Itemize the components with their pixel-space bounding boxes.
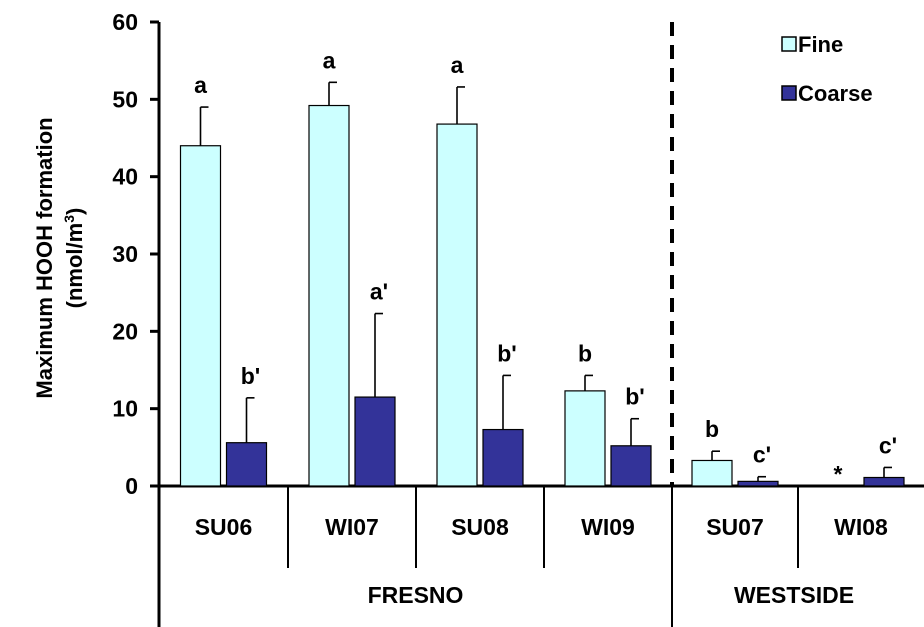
bar-coarse [225,442,268,487]
category-label: WI08 [834,514,888,540]
y-axis-title-line2: (nmol/m3) [61,208,87,309]
significance-label: b' [497,340,517,366]
bar-fine [179,145,222,487]
significance-label: c' [753,442,771,468]
y-tick-label: 20 [112,318,138,344]
significance-label: b' [241,363,261,389]
y-tick-label: 0 [125,473,138,499]
legend-label-fine: Fine [798,32,843,57]
y-tick-label: 60 [112,9,138,35]
category-separators [287,486,799,627]
significance-label: * [834,461,843,487]
legend-label-coarse: Coarse [798,81,873,106]
significance-label: a' [370,279,388,305]
significance-label: a [194,72,207,98]
category-label: SU06 [195,514,253,540]
y-tick-label: 10 [112,396,138,422]
bar-coarse [863,476,905,487]
bar-fine [564,390,606,487]
bar-coarse [354,396,396,487]
y-tick-label: 50 [112,86,138,112]
bar-coarse [482,428,524,487]
y-tick-label: 30 [112,241,138,267]
category-label: SU07 [706,514,764,540]
significance-label: a [451,52,464,78]
bar-fine [308,104,350,487]
significance-label: b [578,340,592,366]
category-label: WI07 [325,514,379,540]
group-label: WESTSIDE [734,582,854,608]
bar-fine [691,459,733,487]
category-label: SU08 [451,514,509,540]
category-label: WI09 [581,514,635,540]
significance-label: c' [879,432,897,458]
y-axis-title-line1: Maximum HOOH formation [32,117,57,398]
bar-coarse [737,480,779,487]
y-axis-title: Maximum HOOH formation (nmol/m3) [32,117,87,398]
significance-label: a [323,47,336,73]
significance-label: b' [625,384,645,410]
bar-coarse [610,445,652,487]
significance-label: b [705,416,719,442]
y-ticks: 0 10 20 30 40 50 60 [112,9,159,499]
bars: a b' a a' a b' b b' b c' * c' [179,47,905,487]
y-tick-label: 40 [112,164,138,190]
bar-fine [436,123,478,487]
legend-swatch-fine [781,36,797,52]
group-labels: FRESNO WESTSIDE [368,582,854,608]
legend: Fine Coarse [781,32,873,106]
category-labels: SU06 WI07 SU08 WI09 SU07 WI08 [195,514,888,540]
group-label: FRESNO [368,582,464,608]
legend-swatch-coarse [781,85,797,101]
